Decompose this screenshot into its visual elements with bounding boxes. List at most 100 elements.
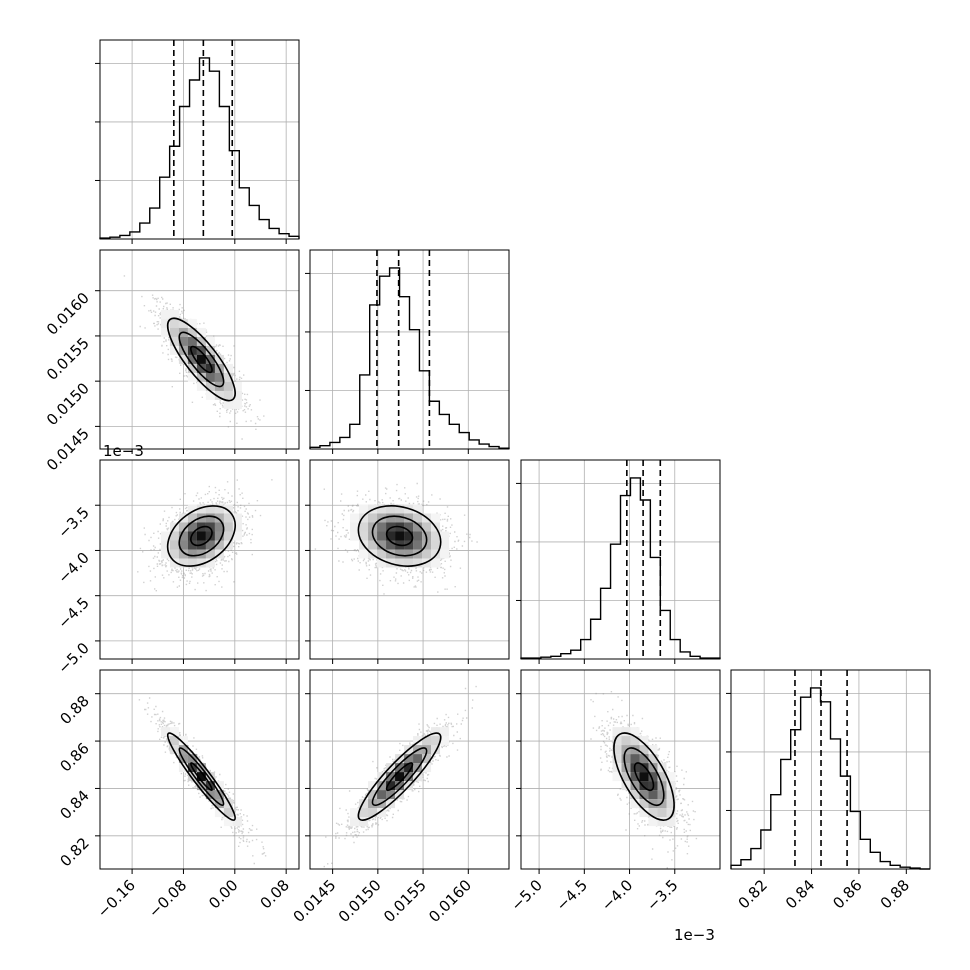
density-cell — [440, 549, 450, 559]
density-cell — [630, 772, 640, 782]
density-cell — [431, 549, 441, 559]
density-cell — [196, 345, 206, 355]
contour-line-2 — [166, 317, 236, 402]
density-cell — [630, 745, 640, 755]
y-tick-label: 0.0160 — [43, 289, 93, 339]
density-cell — [350, 808, 360, 818]
density-cell — [630, 799, 640, 809]
density-cell — [648, 763, 658, 773]
density-cell — [178, 522, 188, 532]
density-cell — [178, 549, 188, 559]
density-cell — [187, 549, 197, 559]
density-cell — [232, 817, 242, 827]
density-cell — [196, 363, 206, 373]
density-cell — [368, 522, 378, 532]
contour-line-2 — [357, 505, 442, 567]
contour-line-1 — [178, 331, 225, 388]
density-cell — [422, 763, 432, 773]
density-cell — [621, 727, 631, 737]
density-cell — [223, 504, 233, 514]
density-cell — [169, 736, 179, 746]
density-cell — [187, 318, 197, 328]
contour-line-0 — [190, 345, 213, 374]
y-tick-label: 0.0145 — [43, 424, 93, 474]
density-cell — [404, 531, 414, 541]
density-cell — [223, 817, 233, 827]
density-cell — [169, 336, 179, 346]
panel-frame — [520, 459, 721, 660]
histogram-series-0 — [99, 57, 300, 239]
density-cell — [187, 558, 197, 568]
density-cell — [395, 763, 405, 773]
density-cell — [214, 522, 224, 532]
density-cell — [205, 531, 215, 541]
x-tick-label: −4.5 — [553, 876, 591, 914]
density-cell — [205, 513, 215, 523]
density-cell — [169, 745, 179, 755]
density-cell — [639, 799, 649, 809]
contour-line-1 — [371, 515, 428, 557]
density-cell — [413, 754, 423, 764]
density-cell — [223, 372, 233, 382]
density-cell — [223, 363, 233, 373]
density-cell — [648, 817, 658, 827]
y-tick-label: −5.0 — [54, 639, 92, 677]
density-cell — [404, 513, 414, 523]
density-cell — [657, 772, 667, 782]
density-cell — [630, 736, 640, 746]
density-cell — [196, 372, 206, 382]
density-cell — [639, 736, 649, 746]
y-tick-label: −4.0 — [54, 549, 92, 587]
density-cell — [350, 817, 360, 827]
scatter-panel-3-2 — [516, 669, 721, 874]
density-cell — [666, 799, 676, 809]
density-cell — [630, 790, 640, 800]
contour-line-0 — [385, 525, 414, 547]
density-cell — [359, 549, 369, 559]
density-cell — [413, 531, 423, 541]
density-cell — [178, 531, 188, 541]
y-tick-label: 0.0150 — [43, 379, 93, 429]
density-cell — [639, 808, 649, 818]
density-cell — [223, 799, 233, 809]
contour-line-1 — [178, 747, 225, 807]
density-cell — [205, 504, 215, 514]
y-tick-label: 0.82 — [56, 834, 92, 870]
panel-frame — [99, 249, 300, 450]
density-cell — [223, 381, 233, 391]
density-cell — [648, 808, 658, 818]
density-cell — [214, 540, 224, 550]
density-cell — [666, 790, 676, 800]
offset-label-y: 1e−3 — [103, 442, 144, 460]
y-tick-label: −3.5 — [54, 503, 92, 541]
density-cell — [169, 727, 179, 737]
density-cell — [169, 531, 179, 541]
density-cell — [404, 522, 414, 532]
density-cell — [431, 540, 441, 550]
density-cell — [205, 372, 215, 382]
panel-frame — [99, 39, 300, 240]
histogram-panel-0 — [95, 39, 300, 244]
density-cell — [196, 772, 206, 782]
density-cell — [648, 799, 658, 809]
histogram-panel-2 — [516, 459, 721, 664]
density-cell — [431, 727, 441, 737]
density-cell — [205, 354, 215, 364]
contour-line-0 — [190, 762, 213, 792]
density-cell — [612, 736, 622, 746]
density-cell — [413, 558, 423, 568]
panel-frame — [730, 669, 931, 870]
density-cell — [639, 772, 649, 782]
density-cell — [359, 808, 369, 818]
panel-frame — [99, 669, 300, 870]
x-tick-label: 0.82 — [735, 876, 771, 912]
density-cell — [377, 549, 387, 559]
contour-line-2 — [357, 732, 442, 821]
x-tick-label: 0.88 — [877, 876, 913, 912]
density-cell — [205, 549, 215, 559]
density-cell — [232, 531, 242, 541]
density-cell — [377, 790, 387, 800]
density-cell — [413, 522, 423, 532]
density-cell — [214, 531, 224, 541]
